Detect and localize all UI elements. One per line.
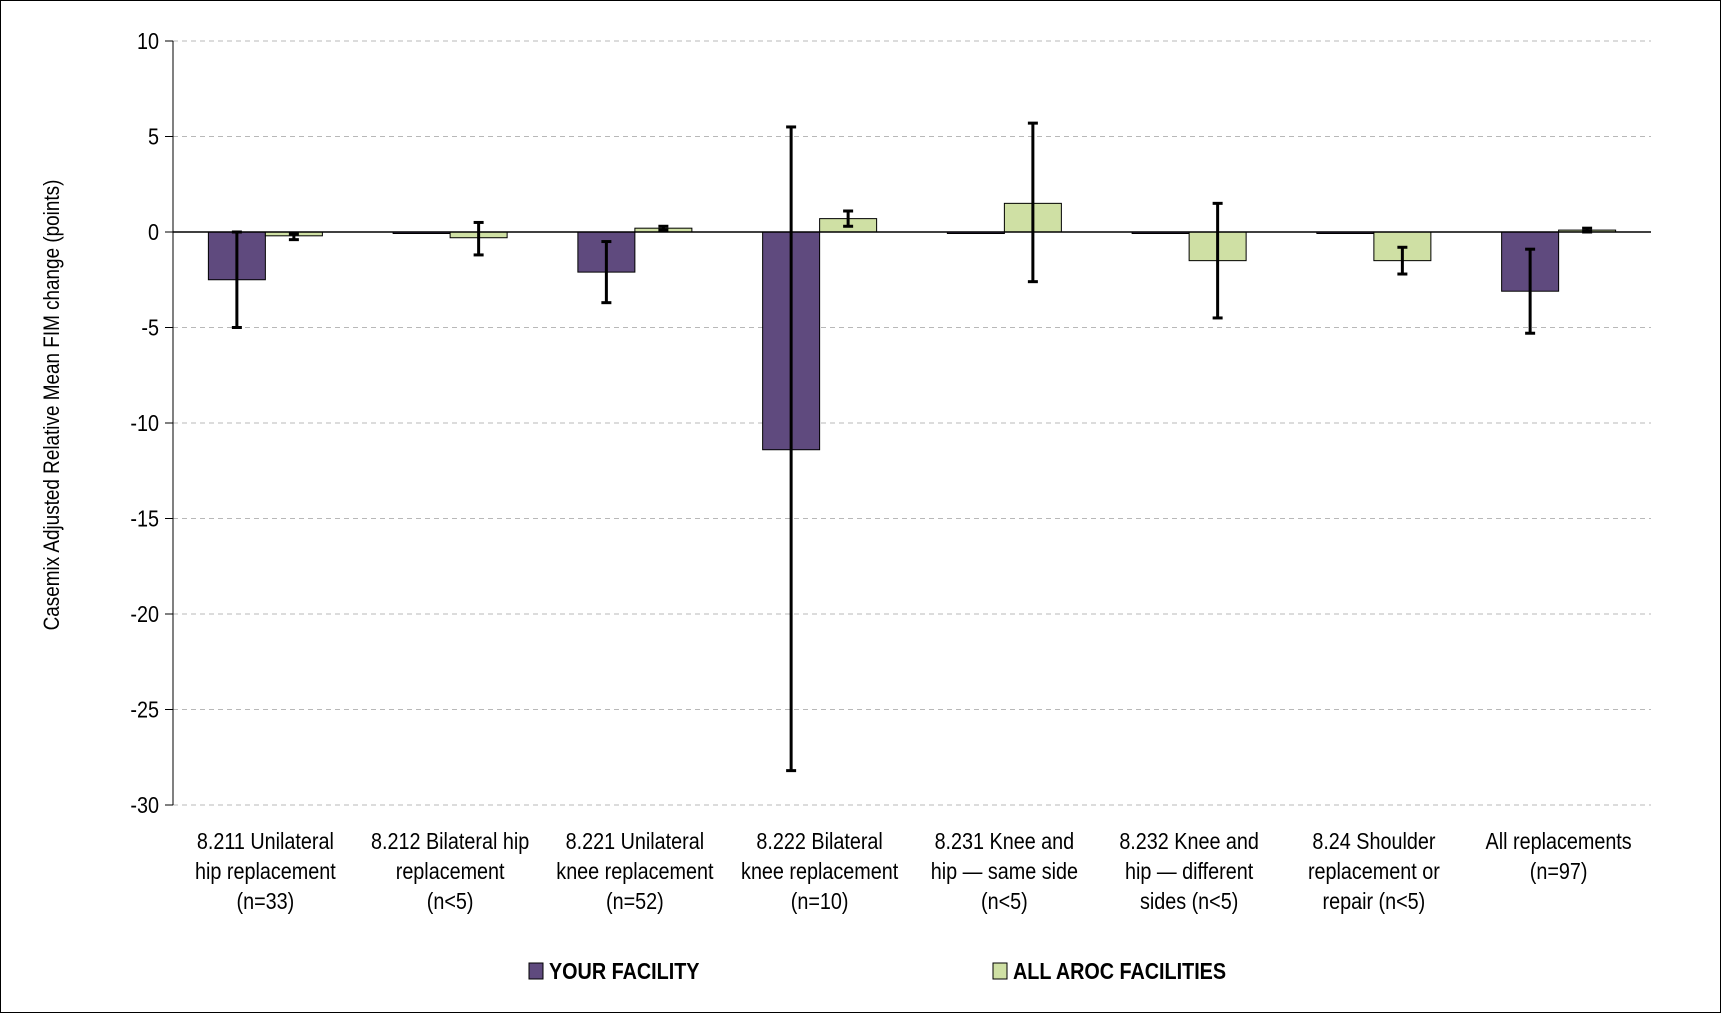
axes <box>165 40 1651 806</box>
x-tick-label: 8.222 Bilateral knee replacement (n=10) <box>741 829 898 915</box>
legend: YOUR FACILITY ALL AROC FACILITIES <box>528 959 1226 985</box>
x-tick-label: 8.231 Knee and hip — same side (n<5) <box>931 829 1078 915</box>
y-tick-label: -5 <box>141 315 159 341</box>
x-tick-label: All replacements (n=97) <box>1486 829 1632 885</box>
legend-label: ALL AROC FACILITIES <box>1013 959 1226 985</box>
y-tick-label: 5 <box>148 124 159 150</box>
x-tick-label: 8.232 Knee and hip — different sides (n<5) <box>1119 829 1259 915</box>
y-tick-labels: 10 5 0 -5 -10 -15 -20 -25 -30 <box>130 29 159 819</box>
legend-label: YOUR FACILITY <box>549 959 699 985</box>
y-tick-label: -15 <box>130 506 159 532</box>
bars <box>207 121 1617 773</box>
legend-swatch <box>992 962 1008 980</box>
y-tick-label: 0 <box>148 220 159 246</box>
y-tick-label: -30 <box>130 793 159 819</box>
y-tick-label: -10 <box>130 411 159 437</box>
x-tick-label: 8.211 Unilateral hip replacement (n=33) <box>195 829 336 915</box>
y-axis-label: Casemix Adjusted Relative Mean FIM chang… <box>40 180 65 631</box>
y-tick-label: -20 <box>130 602 159 628</box>
x-tick-label: 8.221 Unilateral knee replacement (n=52) <box>556 829 713 915</box>
legend-swatch <box>528 962 544 980</box>
y-tick-label: -25 <box>130 697 159 723</box>
gridlines <box>173 40 1651 806</box>
x-tick-labels: 8.211 Unilateral hip replacement (n=33) 8.2… <box>195 829 1632 915</box>
x-tick-label: 8.24 Shoulder replacement or repair (n<5) <box>1308 829 1440 915</box>
y-tick-label: 10 <box>137 29 159 55</box>
x-tick-label: 8.212 Bilateral hip replacement (n<5) <box>371 829 529 915</box>
